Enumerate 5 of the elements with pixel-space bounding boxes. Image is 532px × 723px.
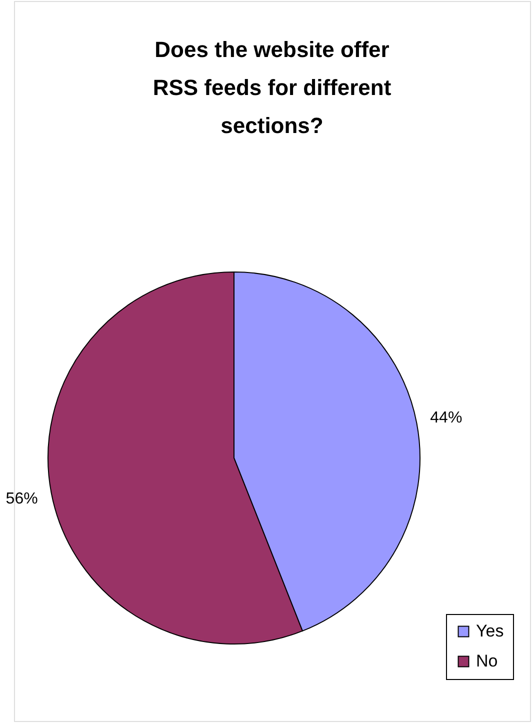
data-label: 56% bbox=[6, 490, 38, 508]
legend-label: Yes bbox=[476, 622, 504, 640]
legend-label: No bbox=[476, 652, 498, 670]
chart-title: Does the website offer RSS feeds for different sections? bbox=[152, 37, 392, 138]
data-label: 44% bbox=[430, 410, 462, 427]
